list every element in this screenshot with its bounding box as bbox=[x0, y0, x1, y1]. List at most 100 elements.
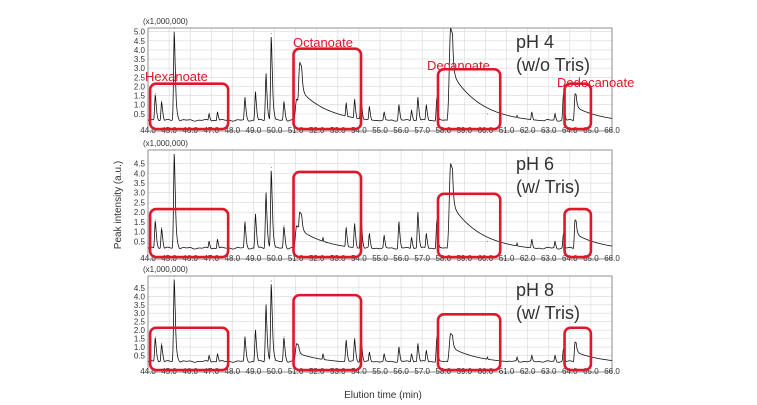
peak-point bbox=[354, 338, 356, 340]
peak-point bbox=[487, 240, 488, 242]
octanoate-label: Octanoate bbox=[293, 35, 353, 50]
chromatogram-trace bbox=[147, 153, 613, 250]
peak-point bbox=[450, 27, 452, 29]
x-tick-label: 58.0 bbox=[435, 126, 451, 135]
hexanoate-box bbox=[148, 207, 230, 259]
chromatogram-panels: 0.51.01.52.02.53.03.54.04.55.044.0 45.0 46… bbox=[134, 17, 634, 376]
peak-point bbox=[369, 233, 370, 234]
x-tick-label: 65.0 bbox=[583, 367, 599, 376]
peak-point bbox=[244, 221, 246, 223]
x-tick-label: 57.0 bbox=[414, 254, 430, 263]
peak-point bbox=[369, 106, 370, 107]
peak-point bbox=[531, 111, 533, 113]
peak-point bbox=[244, 336, 246, 338]
peak-point bbox=[296, 343, 298, 345]
peak-point bbox=[426, 350, 427, 351]
hexanoate-label: Hexanoate bbox=[145, 69, 208, 84]
chromatogram-panel: 0.51.01.52.02.53.03.54.04.5 44.0 45.0 46.0 4… bbox=[134, 265, 620, 376]
peak-point bbox=[354, 98, 356, 100]
dodecanoate-label: Dodecanoate bbox=[557, 75, 634, 90]
peak-point bbox=[322, 237, 324, 238]
peak-point bbox=[161, 100, 163, 102]
octanoate-box bbox=[292, 170, 363, 259]
y-tick-label: 4.0 bbox=[134, 46, 146, 55]
x-tick-label: 57.0 bbox=[414, 367, 430, 376]
peak-point bbox=[208, 355, 210, 356]
peak-point bbox=[554, 355, 556, 356]
y-tick-label: 1.0 bbox=[134, 343, 146, 352]
x-tick-label: 51.0 bbox=[288, 367, 304, 376]
peak-point bbox=[217, 111, 219, 113]
peak-point bbox=[173, 149, 175, 151]
chromatogram-trace bbox=[147, 27, 613, 122]
peak-point bbox=[574, 341, 576, 343]
peak-point bbox=[244, 97, 246, 98]
x-tick-label: 61.0 bbox=[499, 367, 515, 376]
x-tick-label: 63.0 bbox=[541, 367, 557, 376]
y-tick-label: 1.0 bbox=[134, 228, 146, 237]
x-tick-label: 49.0 bbox=[246, 367, 262, 376]
plot-frame bbox=[147, 275, 613, 373]
peak-point bbox=[299, 353, 301, 355]
x-tick-label: 48.0 bbox=[225, 126, 241, 135]
peak-point bbox=[574, 219, 576, 221]
chromatogram-trace bbox=[147, 279, 613, 363]
peak-point bbox=[450, 333, 452, 334]
peak-point bbox=[299, 62, 301, 64]
x-tick-label: 53.0 bbox=[330, 254, 346, 263]
peak-point bbox=[173, 275, 175, 277]
peak-point bbox=[398, 346, 400, 348]
y-tick-label: 4.0 bbox=[134, 169, 146, 178]
ph-label: pH 4 bbox=[516, 32, 554, 52]
x-tick-label: 50.0 bbox=[267, 254, 283, 263]
x-tick-label: 45.0 bbox=[161, 367, 177, 376]
x-tick-label: 51.0 bbox=[288, 254, 304, 263]
peak-point bbox=[383, 235, 385, 236]
peak-point bbox=[299, 211, 301, 213]
peak-point bbox=[574, 93, 576, 95]
y-tick-label: 1.5 bbox=[134, 92, 146, 101]
x-tick-label: 55.0 bbox=[372, 367, 388, 376]
x-tick-label: 61.0 bbox=[499, 126, 515, 135]
y-tick-label: 1.5 bbox=[134, 218, 146, 227]
peak-point bbox=[296, 98, 298, 100]
x-tick-label: 63.0 bbox=[541, 126, 557, 135]
peak-point bbox=[417, 97, 419, 98]
y-tick-label: 4.5 bbox=[134, 284, 146, 293]
peak-point bbox=[345, 339, 347, 341]
x-tick-label: 58.0 bbox=[435, 254, 451, 263]
y-tick-label: 1.5 bbox=[134, 335, 146, 344]
x-tick-label: 56.0 bbox=[393, 254, 409, 263]
x-tick-label: 61.0 bbox=[499, 254, 515, 263]
x-tick-label: 53.0 bbox=[330, 367, 346, 376]
x-tick-label: 64.0 bbox=[562, 126, 578, 135]
x-tick-label: 59.0 bbox=[457, 254, 473, 263]
x-tick-label: 50.0 bbox=[267, 367, 283, 376]
y-tick-label: 2.5 bbox=[134, 73, 146, 82]
x-tick-label: 55.0 bbox=[372, 126, 388, 135]
peak-point bbox=[154, 219, 156, 221]
peak-point bbox=[173, 27, 175, 29]
y-tick-label: 4.0 bbox=[134, 292, 146, 301]
peak-point bbox=[426, 104, 427, 106]
x-tick-label: 46.0 bbox=[182, 367, 198, 376]
x-tick-label: 62.0 bbox=[520, 254, 536, 263]
y-tick-label: 3.5 bbox=[134, 55, 146, 64]
y-tick-label: 3.0 bbox=[134, 189, 146, 198]
x-tick-label: 66.0 bbox=[604, 126, 620, 135]
peak-point bbox=[487, 356, 488, 358]
x-tick-label: 53.0 bbox=[330, 126, 346, 135]
decanoate-box bbox=[436, 313, 502, 372]
ph-label: pH 6 bbox=[516, 154, 554, 174]
y-tick-label: 2.0 bbox=[134, 208, 146, 217]
hexanoate-box bbox=[148, 326, 230, 372]
peak-point bbox=[265, 73, 267, 75]
y-tick-label: 5.0 bbox=[134, 28, 146, 37]
buffer-label: (w/ Tris) bbox=[516, 177, 580, 197]
x-tick-label: 56.0 bbox=[393, 126, 409, 135]
peak-point bbox=[354, 223, 356, 225]
peak-point bbox=[554, 240, 556, 242]
chromatogram-panel: 0.51.01.52.02.53.03.54.04.5 44.0 45.0 46.0 4… bbox=[134, 139, 620, 263]
x-tick-label: 60.0 bbox=[478, 126, 494, 135]
